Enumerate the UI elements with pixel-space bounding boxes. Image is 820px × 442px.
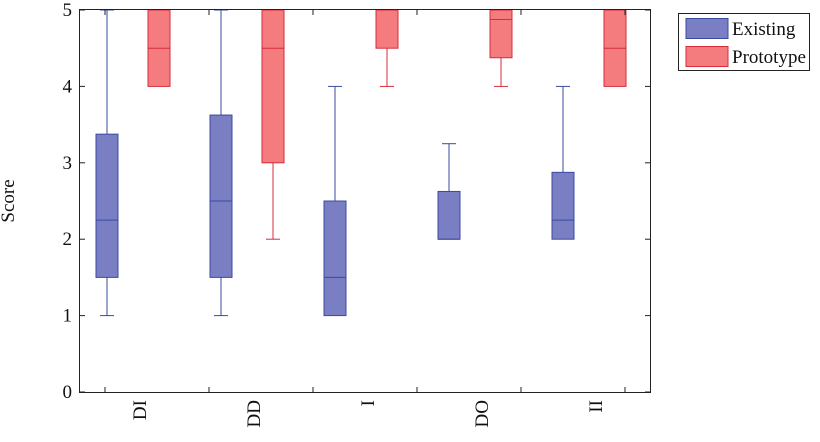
legend-label-prototype: Prototype xyxy=(732,47,806,68)
y-tick-label: 4 xyxy=(63,76,73,97)
box-prototype-dd xyxy=(261,9,285,240)
y-axis-title: Score xyxy=(0,179,19,222)
x-tick-label-di: DI xyxy=(130,400,151,420)
plot-frame xyxy=(79,9,651,393)
x-tick-label-dd: DD xyxy=(244,400,265,427)
box-body xyxy=(261,9,285,164)
x-tick-label-i: I xyxy=(358,400,379,406)
y-tick-label: 5 xyxy=(63,0,73,21)
box-body xyxy=(489,9,513,59)
x-tick-label-ii: II xyxy=(586,400,607,413)
box-existing-do xyxy=(437,143,461,240)
box-existing-i xyxy=(323,85,347,317)
x-tick-label-do: DO xyxy=(472,400,493,427)
box-existing-ii xyxy=(551,85,575,240)
legend-swatch-existing xyxy=(685,18,729,39)
box-body xyxy=(551,171,575,240)
box-prototype-do xyxy=(489,9,513,87)
box-prototype-di xyxy=(147,9,171,87)
box-body xyxy=(95,133,119,278)
legend-label-existing: Existing xyxy=(732,19,796,40)
legend: Existing Prototype xyxy=(678,13,810,71)
y-tick-label: 3 xyxy=(63,153,73,174)
y-tick-label: 0 xyxy=(63,382,73,403)
axes: 0 1 2 3 4 5 DI DD I DO II xyxy=(63,0,650,427)
box-body xyxy=(209,114,233,278)
box-existing-dd xyxy=(209,9,233,317)
box-body xyxy=(375,9,399,49)
y-tick-label: 2 xyxy=(63,229,73,250)
box-prototype-i xyxy=(375,9,399,87)
box-existing-di xyxy=(95,9,119,317)
box-body xyxy=(323,200,347,317)
legend-swatch-prototype xyxy=(685,46,729,67)
plot-area xyxy=(95,9,627,317)
y-tick-label: 1 xyxy=(63,306,73,327)
box-body xyxy=(437,190,461,240)
box-prototype-ii xyxy=(603,9,627,87)
